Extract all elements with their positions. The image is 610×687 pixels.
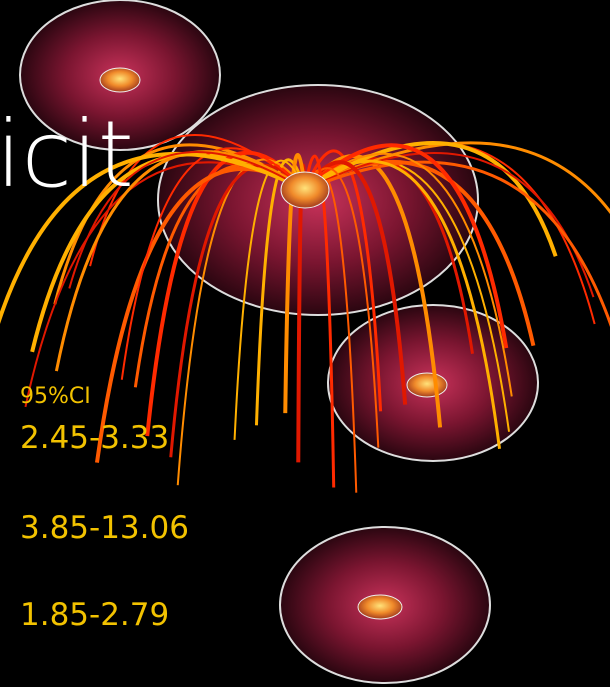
firework-core [281,172,329,208]
sphere-core [407,373,447,397]
page: icit 95%CI 2.45-3.33 3.85-13.06 1.85-2.7… [0,0,610,687]
slide: icit 95%CI 2.45-3.33 3.85-13.06 1.85-2.7… [0,0,610,687]
ci-value: 3.85-13.06 [20,510,189,546]
ci-value: 2.45-3.33 [20,420,169,456]
ci-header: 95%CI [20,384,91,409]
sphere-core [358,595,402,619]
title-fragment: icit [0,101,134,208]
ci-value: 1.85-2.79 [20,597,169,633]
sphere-core [100,68,140,92]
